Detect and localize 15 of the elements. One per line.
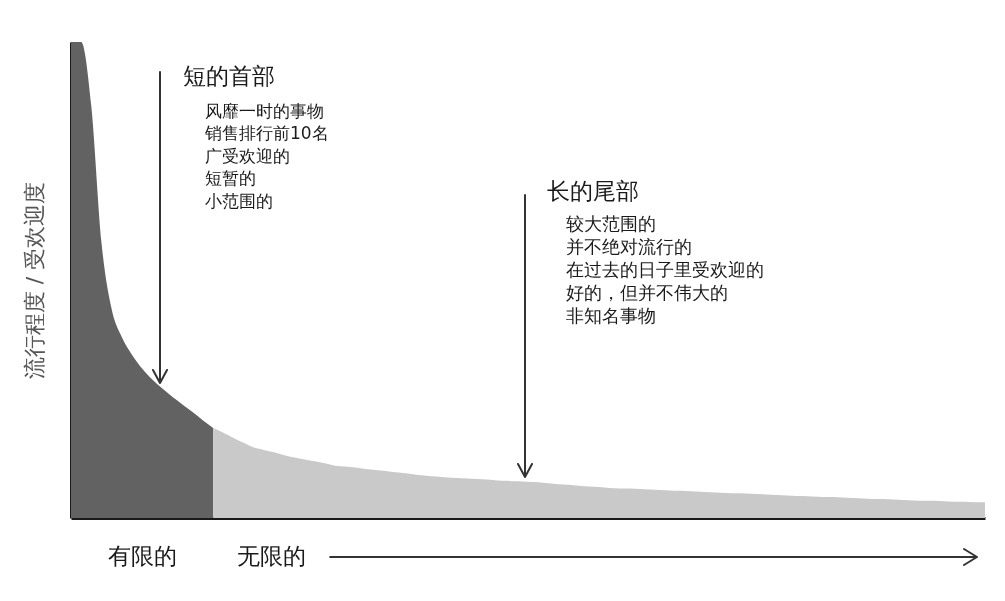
y-axis-title: 流行程度 / 受欢迎度 [21,181,47,380]
annotation: 长的尾部 [547,178,639,204]
annotation: 好的，但并不伟大的 [566,282,728,303]
annotation: 小范围的 [205,190,273,211]
annotation: 并不绝对流行的 [566,236,692,257]
annotation: 非知名事物 [566,305,656,326]
series-label: 有限的 [107,543,177,569]
annotation: 广受欢迎的 [205,145,290,166]
annotation: 风靡一时的事物 [205,100,324,121]
annotation: 较大范围的 [566,213,656,234]
annotation: 销售排行前10名 [204,123,329,144]
annotation: 在过去的日子里受欢迎的 [566,259,764,280]
series-label: 无限的 [237,543,307,569]
annotation: 短暂的 [205,168,256,189]
annotation: 短的首部 [183,63,275,89]
